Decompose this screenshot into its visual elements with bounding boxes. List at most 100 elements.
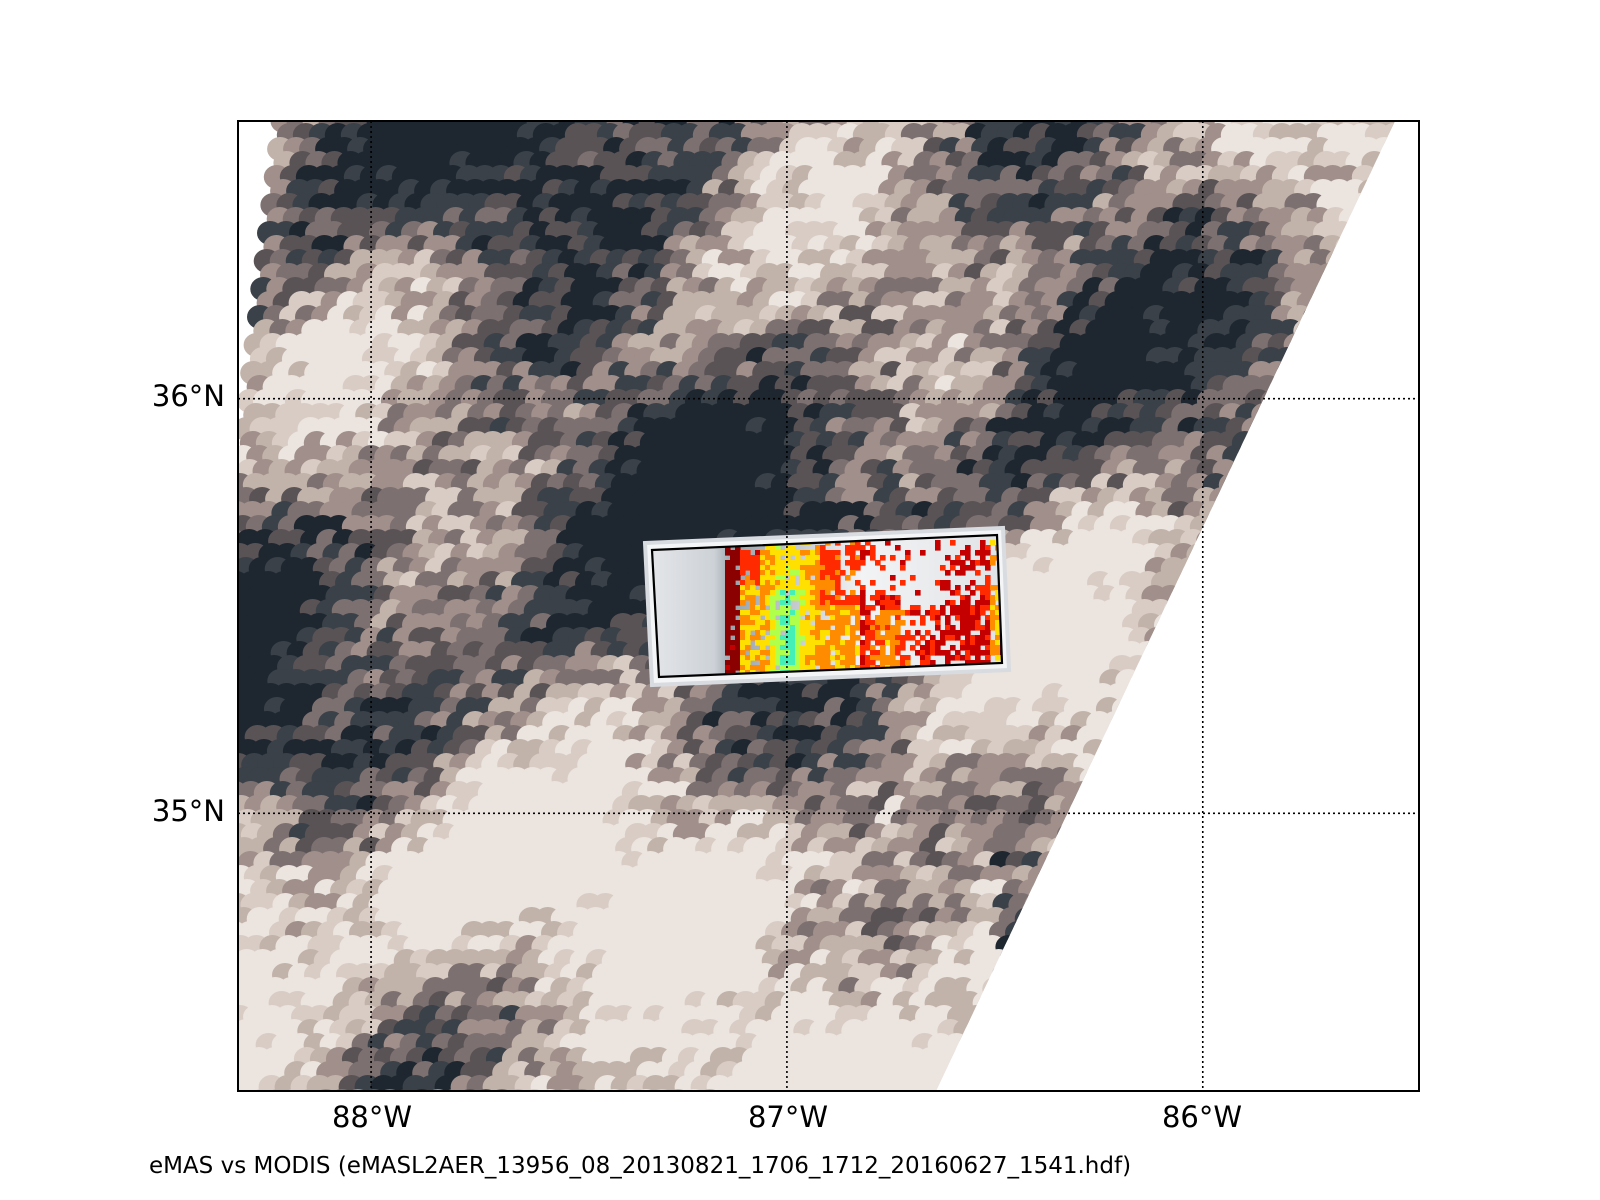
modis-pixel [1464,767,1490,791]
modis-pixel [1501,319,1527,343]
modis-pixel [1488,361,1514,385]
modis-pixel [1441,753,1467,777]
modis-pixel [1419,207,1445,231]
modis-pixel [1435,137,1461,161]
modis-pixel [1507,403,1533,427]
modis-pixel [182,977,208,1001]
modis-pixel [1422,249,1448,273]
modis-pixel [1423,109,1449,133]
modis-pixel [1464,697,1490,721]
modis-pixel [1447,305,1473,329]
modis-pixel [208,963,234,987]
modis-pixel [1443,403,1469,427]
modis-pixel [1478,445,1504,469]
modis-pixel [1455,641,1481,665]
modis-pixel [1429,655,1455,679]
modis-pixel [1427,935,1453,959]
modis-pixel [1502,179,1528,203]
modis-pixel [1439,641,1465,665]
modis-pixel [1458,543,1484,567]
modis-pixel [1440,431,1466,455]
modis-pixel [1512,165,1538,189]
modis-pixel [1488,431,1514,455]
modis-pixel [1435,809,1461,833]
modis-pixel [1436,529,1462,553]
modis-pixel [211,935,237,959]
modis-pixel [1496,165,1522,189]
modis-pixel [1459,473,1485,497]
modis-pixel [1511,235,1537,259]
modis-pixel [1469,319,1495,343]
modis-pixel [179,935,205,959]
modis-pixel [1434,949,1460,973]
modis-pixel [1457,291,1483,315]
modis-pixel [1451,137,1477,161]
modis-pixel [1455,109,1481,133]
modis-pixel [1495,305,1521,329]
modis-pixel [1439,571,1465,595]
modis-pixel [1457,823,1483,847]
modis-pixel [1428,263,1454,287]
modis-pixel [1495,375,1521,399]
modis-pixel [1541,123,1567,147]
modis-pixel [1477,655,1503,679]
modis-pixel [1430,445,1456,469]
modis-pixel [1437,851,1463,875]
modis-pixel [1474,683,1500,707]
modis-pixel [1461,123,1487,147]
modis-pixel [1445,725,1471,749]
modis-pixel [1422,711,1448,735]
modis-pixel [1470,179,1496,203]
modis-pixel [1470,249,1496,273]
modis-pixel [1428,333,1454,357]
modis-pixel [1442,683,1468,707]
modis-pixel [1487,109,1513,133]
modis-pixel [1448,627,1474,651]
modis-pixel [1463,235,1489,259]
modis-pixel [1426,543,1452,567]
modis-pixel [1441,221,1467,245]
modis-pixel [166,977,192,1001]
modis-pixel [1463,375,1489,399]
modis-pixel [1457,221,1483,245]
modis-pixel [1424,893,1450,917]
modis-pixel [1485,389,1511,413]
modis-pixel [1531,207,1557,231]
modis-pixel [197,725,223,749]
modis-pixel [1427,403,1453,427]
modis-pixel [1505,221,1531,245]
modis-pixel [1515,207,1541,231]
modis-pixel [1423,501,1449,525]
modis-pixel [238,907,241,931]
modis-pixel [1443,935,1469,959]
modis-pixel [206,711,232,735]
modis-pixel [1432,767,1458,791]
modis-pixel [1446,445,1472,469]
modis-pixel [1449,487,1475,511]
modis-pixel [1443,473,1469,497]
modis-pixel [1473,291,1499,315]
modis-pixel [238,655,239,679]
modis-pixel [1438,781,1464,805]
modis-pixel [1453,319,1479,343]
modis-pixel [1436,599,1462,623]
modis-pixel [1482,417,1508,441]
modis-pixel [1467,739,1493,763]
modis-pixel [1447,235,1473,259]
modis-pixel [1421,319,1447,343]
modis-pixel [1471,501,1497,525]
modis-pixel [1434,417,1460,441]
modis-pixel [1438,711,1464,735]
modis-pixel [1425,291,1451,315]
modis-pixel [212,865,238,889]
modis-pixel [209,753,235,777]
modis-pixel [1494,515,1520,539]
modis-pixel [1450,277,1476,301]
modis-pixel [1468,599,1494,623]
modis-pixel [238,725,239,749]
modis-pixel [1432,627,1458,651]
modis-pixel [1422,179,1448,203]
modis-pixel [1454,711,1480,735]
modis-pixel [1425,221,1451,245]
modis-pixel [1470,711,1496,735]
